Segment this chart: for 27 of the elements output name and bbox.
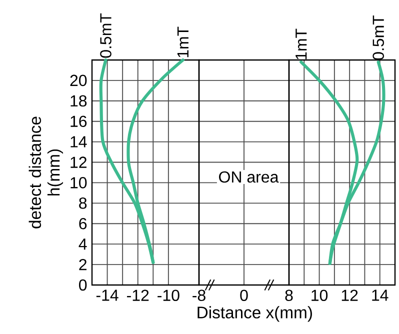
text: 0.5mT [372, 15, 384, 60]
y-tick-label: 2 [79, 258, 86, 270]
y-tick-label: 18 [70, 95, 87, 107]
y-tick-label: 6 [79, 218, 87, 230]
y-tick-label: 0 [79, 279, 87, 291]
y-tick-label: 10 [70, 177, 87, 188]
y-tick-label: 4 [78, 238, 87, 250]
x-tick-label: -10 [158, 290, 180, 302]
x-tick-label: -14 [96, 290, 118, 301]
x-tick-label: 12 [342, 290, 358, 301]
annotation: ON area [219, 171, 279, 183]
x-tick-label: 8 [285, 290, 293, 302]
y-tick-label: 12 [70, 156, 86, 168]
x-tick-label: 0 [240, 290, 248, 302]
text: 1mT [296, 28, 307, 60]
text: 0.5mT [100, 13, 112, 58]
x-axis-title: Distance x(mm) [198, 306, 312, 322]
x-tick-label: -12 [127, 290, 149, 301]
x-tick-label: 14 [372, 290, 388, 301]
y-tick-label: 14 [70, 136, 87, 148]
y-axis-title: detect distance h(mm) [28, 116, 64, 228]
x-tick-label: -8 [192, 290, 206, 302]
y-tick-label: 20 [70, 74, 87, 86]
x-tick-label: 10 [312, 290, 328, 302]
y-tick-label: 16 [70, 116, 87, 128]
y-tick-label: 8 [79, 198, 87, 209]
text: 1mT [177, 26, 188, 58]
